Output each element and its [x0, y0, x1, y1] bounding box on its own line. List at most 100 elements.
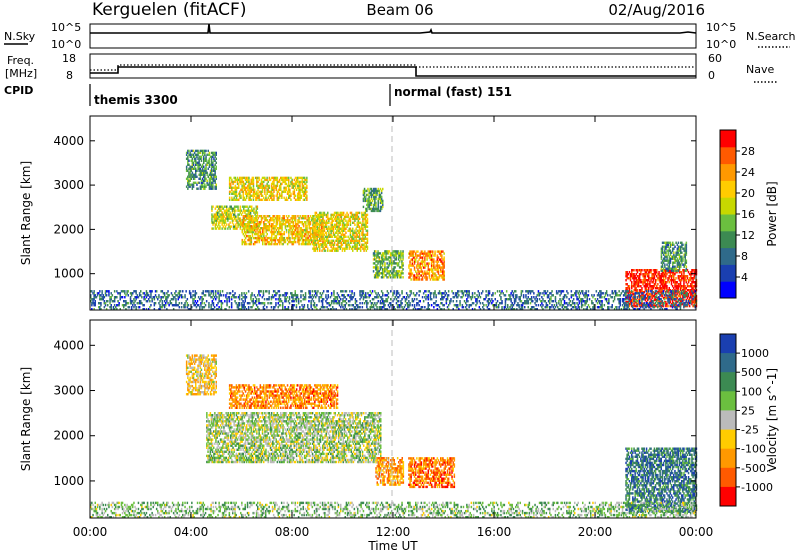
data-cell	[280, 186, 282, 189]
data-cell	[258, 298, 260, 301]
data-cell	[262, 227, 264, 230]
data-cell	[426, 272, 428, 275]
data-cell	[283, 240, 285, 244]
data-cell	[377, 207, 379, 211]
data-cell	[641, 269, 643, 272]
data-cell	[336, 211, 338, 215]
data-cell	[355, 247, 357, 250]
data-cell	[435, 274, 437, 277]
data-cell	[362, 221, 364, 224]
data-cell	[190, 167, 192, 170]
data-cell	[256, 207, 259, 210]
data-cell	[284, 176, 287, 180]
data-cell	[435, 268, 437, 271]
data-cell	[210, 173, 213, 176]
data-cell	[296, 230, 298, 234]
data-cell	[421, 258, 424, 261]
data-cell	[425, 272, 427, 275]
data-cell	[409, 264, 411, 267]
data-cell	[376, 260, 378, 263]
data-cell	[249, 205, 252, 208]
data-cell	[632, 291, 634, 294]
data-cell	[420, 260, 423, 263]
data-cell	[250, 225, 253, 228]
data-cell	[239, 180, 241, 184]
data-cell	[442, 278, 444, 281]
data-cell	[185, 177, 188, 180]
data-cell	[322, 211, 324, 215]
data-cell	[256, 223, 258, 226]
data-cell	[319, 230, 322, 234]
data-cell	[252, 196, 255, 199]
data-cell	[297, 219, 299, 222]
data-cell	[440, 250, 442, 253]
data-cell	[319, 239, 321, 242]
data-cell	[331, 213, 333, 217]
data-cell	[424, 262, 426, 265]
data-cell	[210, 159, 213, 162]
data-cell	[394, 266, 396, 269]
data-cell	[227, 215, 229, 218]
data-cell	[291, 242, 293, 246]
data-cell	[250, 227, 253, 230]
data-cell	[666, 285, 668, 288]
data-cell	[280, 194, 282, 197]
data-cell	[365, 233, 368, 236]
data-cell	[285, 182, 288, 186]
data-cell	[282, 221, 284, 224]
data-cell	[375, 203, 377, 207]
data-cell	[373, 256, 376, 259]
data-cell	[254, 242, 256, 246]
data-cell	[325, 221, 328, 224]
data-cell	[372, 207, 375, 211]
data-cell	[323, 227, 326, 230]
data-cell	[430, 258, 433, 261]
data-cell	[387, 276, 390, 279]
data-cell	[323, 225, 326, 228]
data-cell	[327, 239, 329, 242]
data-cell	[301, 190, 304, 193]
data-cell	[305, 238, 307, 242]
data-cell	[371, 207, 374, 211]
data-cell	[313, 217, 315, 221]
data-cell	[261, 182, 264, 186]
data-cell	[368, 191, 370, 195]
data-cell	[252, 221, 255, 224]
data-cell	[273, 242, 275, 246]
data-cell	[259, 232, 262, 236]
data-cell	[301, 240, 304, 244]
data-cell	[266, 240, 268, 244]
data-cell	[272, 232, 274, 236]
data-cell	[257, 217, 259, 220]
data-cell	[421, 252, 424, 255]
data-cell	[260, 186, 263, 189]
data-cell	[271, 232, 273, 236]
data-cell	[361, 211, 363, 215]
data-cell	[215, 219, 218, 222]
data-cell	[252, 190, 255, 193]
data-cell	[330, 243, 332, 246]
data-cell	[397, 250, 400, 253]
data-cell	[198, 173, 200, 176]
data-cell	[416, 278, 418, 281]
data-cell	[353, 231, 355, 234]
data-cell	[207, 167, 209, 170]
data-cell	[253, 211, 255, 214]
data-cell	[416, 276, 418, 279]
data-cell	[243, 240, 246, 244]
data-cell	[242, 217, 245, 220]
data-cell	[272, 198, 274, 201]
data-cell	[224, 217, 227, 220]
data-cell	[189, 177, 191, 180]
data-cell	[221, 227, 223, 230]
data-cell	[319, 215, 321, 219]
data-cell	[392, 272, 394, 275]
data-cell	[349, 219, 352, 222]
data-cell	[235, 196, 238, 199]
data-cell	[429, 258, 432, 261]
data-cell	[307, 242, 309, 246]
data-cell	[319, 249, 321, 252]
data-cell	[306, 184, 308, 188]
data-cell	[222, 215, 225, 218]
data-cell	[203, 181, 205, 184]
